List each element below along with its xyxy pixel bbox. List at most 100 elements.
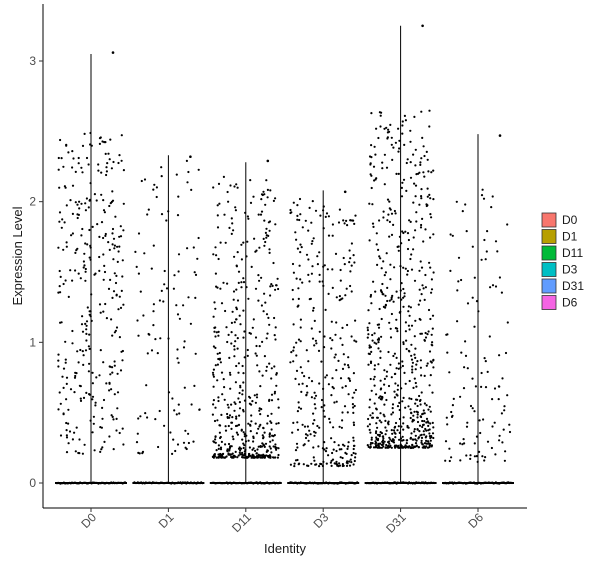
data-point-D3 [324,215,327,218]
data-point-D11 [211,455,214,458]
legend-label-D31: D31 [562,279,584,293]
x-tick-label: D11 [229,510,254,535]
data-point-D31 [379,125,382,128]
data-point-D6 [466,302,470,305]
data-point-D31 [373,384,376,387]
data-point-D0 [80,166,83,169]
data-point-D0 [78,207,81,210]
data-point-D31 [423,175,426,178]
data-point-D31 [404,382,407,385]
data-point-D6 [473,442,476,445]
data-point-D11 [236,251,239,254]
data-point-D31 [369,441,373,445]
data-point-D11 [211,371,215,374]
data-point-D31 [410,432,413,435]
data-point-D31 [376,426,379,429]
data-point-D1 [146,352,149,355]
data-point-D0 [118,431,121,435]
data-point-D0 [120,289,123,292]
data-point-D0 [79,397,82,400]
data-point-D31 [386,131,389,134]
data-point-D31 [420,293,423,296]
data-point-D0 [103,440,106,443]
data-point-D11 [241,389,244,392]
data-point-D11 [268,229,271,232]
data-point-D31 [404,230,407,233]
data-point-D31 [422,287,425,290]
data-point-D1 [144,412,147,415]
data-point-D0 [76,203,79,206]
data-point-D31 [432,169,435,172]
data-point-D11 [260,210,264,213]
data-point-D0 [62,248,65,251]
data-point-D3 [339,456,342,459]
data-point-D11 [217,444,220,447]
data-point-D31 [405,442,408,445]
data-point-D31 [375,407,378,410]
data-point-D1 [165,287,169,290]
data-point-D3 [319,462,322,465]
data-point-D31 [413,428,416,431]
data-point-D0 [65,421,68,425]
data-point-D11 [224,429,228,432]
data-point-D3 [301,382,304,385]
data-point-D11 [218,202,221,205]
data-point-D31 [404,330,407,333]
data-point-D3 [345,464,349,467]
data-point-D6 [463,442,466,445]
data-point-D0 [85,197,88,200]
data-point-D11 [215,285,218,288]
data-point-D3 [334,353,337,356]
data-point-D11 [222,281,225,284]
data-point-D31 [402,428,405,431]
data-point-D6 [460,351,463,354]
data-point-D3 [327,234,331,237]
data-point-D0 [122,229,125,232]
data-point-D11 [258,345,261,348]
data-point-D0 [79,277,82,280]
data-point-D6 [486,230,489,233]
data-point-D1 [165,219,168,222]
data-point-D1 [194,352,197,355]
data-point-D11 [268,323,271,326]
data-point-D11 [211,413,214,416]
data-point-D11 [217,456,220,459]
data-point-D31 [412,446,415,449]
data-point-D11 [259,445,262,448]
data-point-D11 [255,455,258,458]
y-tick-label: 3 [29,54,36,68]
data-point-D3 [354,456,357,459]
data-point-D11 [235,318,238,321]
data-point-D31 [390,446,393,449]
data-point-D31 [424,228,427,231]
data-point-D31 [418,430,421,433]
data-point-D11 [269,285,272,288]
data-point-D1 [136,432,139,435]
data-point-D0 [102,310,105,313]
data-point-D31 [391,403,395,406]
data-point-D31 [378,446,381,449]
data-point-D31 [412,201,415,204]
data-point-D31 [405,347,408,351]
data-point-D6 [498,354,501,357]
data-point-D1 [135,265,138,268]
data-point-D31 [419,260,422,263]
data-point-D11 [231,222,234,225]
data-point-D0 [105,170,108,173]
legend-label-D3: D3 [562,263,578,277]
data-point-D1 [152,303,155,306]
data-point-D3 [349,219,352,222]
data-point-D0 [83,132,86,135]
data-point-D3 [353,459,356,463]
data-point-D3 [307,258,310,261]
data-point-D31 [401,230,404,233]
data-point-D31 [420,332,423,335]
data-point-D31 [375,342,378,345]
data-point-D3 [296,446,299,449]
data-point-D31 [388,220,391,223]
data-point-D0 [118,295,121,298]
data-point-D31 [388,442,391,445]
data-point-D11 [276,277,279,280]
data-point-D3 [299,407,303,410]
data-point-D31 [370,112,373,115]
